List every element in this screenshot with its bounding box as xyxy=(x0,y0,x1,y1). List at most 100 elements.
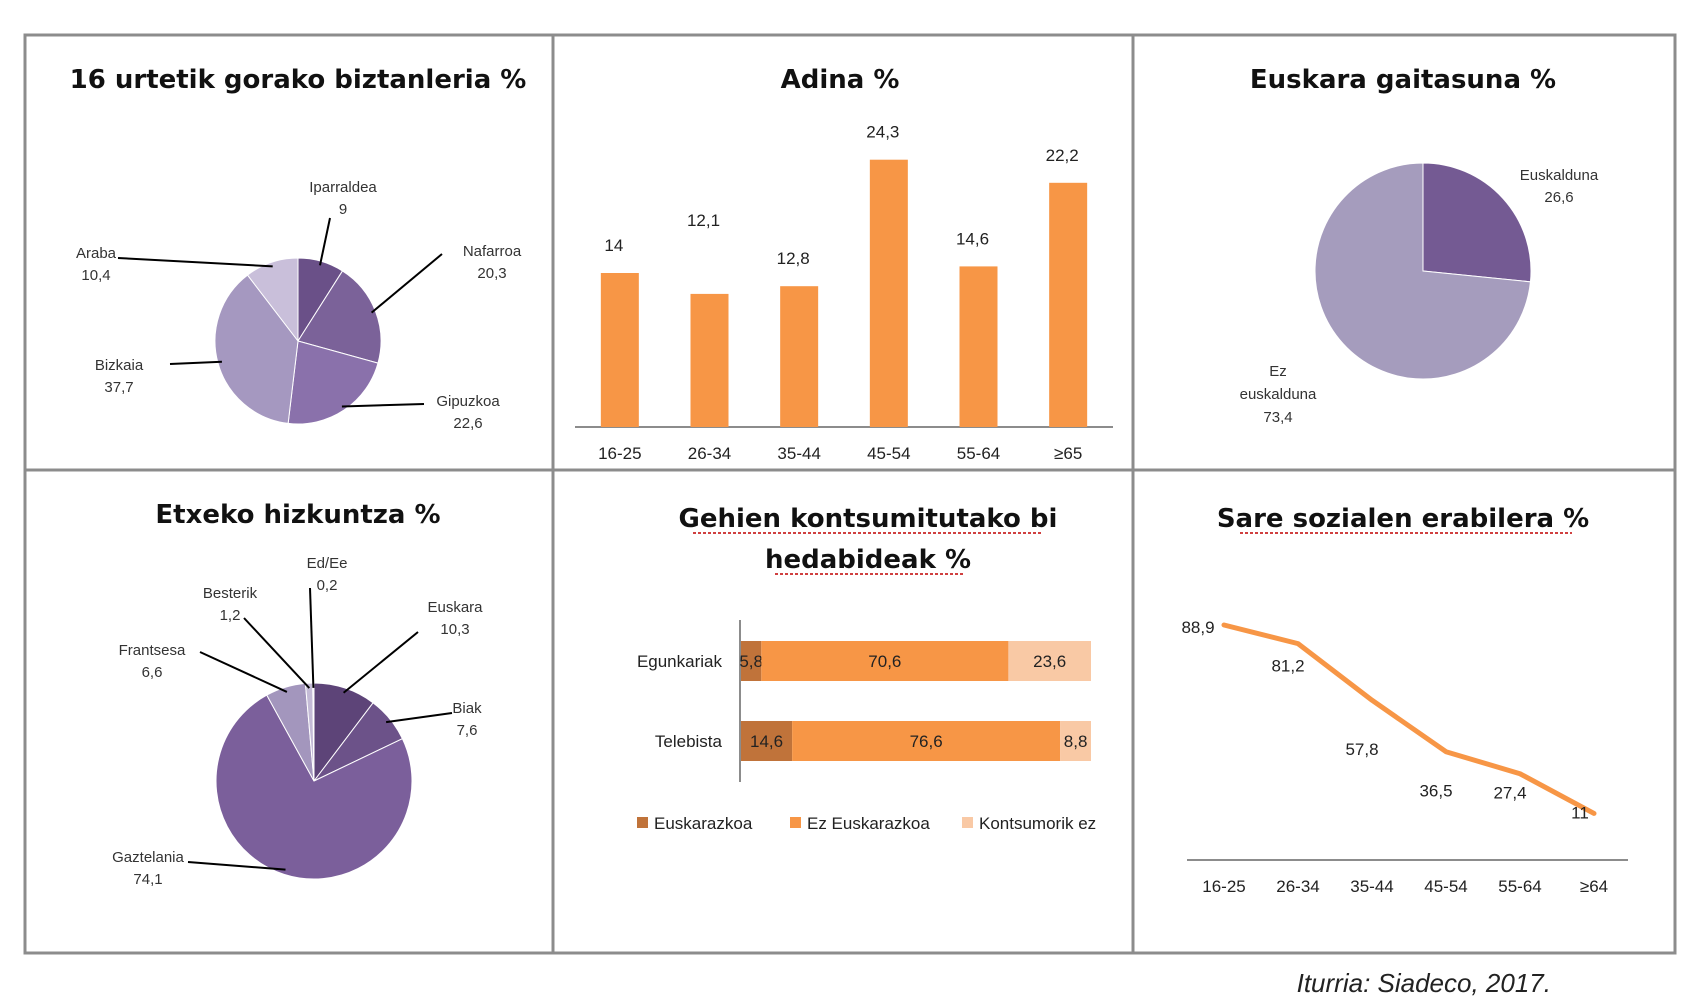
x-tick-label: 26-34 xyxy=(1276,877,1319,896)
bar-3 xyxy=(869,159,908,427)
segment-value-label: 5,8 xyxy=(739,652,763,671)
legend-swatch xyxy=(790,817,801,828)
slice-value-nafarroa: 20,3 xyxy=(477,265,506,282)
slice-value-iparraldea: 9 xyxy=(339,201,347,218)
slice-value-ed-ee: 0,2 xyxy=(317,577,338,594)
slice-label-biak: Biak xyxy=(452,700,482,717)
bar-segment xyxy=(792,721,1061,761)
slice-label-nafarroa: Nafarroa xyxy=(463,243,522,260)
chart5-title-line1: Gehien kontsumitutako bi xyxy=(679,504,1058,534)
slice-label-bizkaia: Bizkaia xyxy=(95,357,144,374)
segment-value-label: 70,6 xyxy=(868,652,901,671)
bar-4 xyxy=(959,266,998,427)
bar-0 xyxy=(600,273,639,427)
bar-value-label: 24,3 xyxy=(866,123,899,142)
bar-value-label: 12,8 xyxy=(777,249,810,268)
slice-value-besterik: 1,2 xyxy=(220,607,241,624)
x-tick-label: 16-25 xyxy=(598,444,641,463)
legend-swatch xyxy=(637,817,648,828)
x-tick-label: 16-25 xyxy=(1202,877,1245,896)
pie-slice-gaztelania xyxy=(215,694,413,880)
slice-label-frantsesa: Frantsesa xyxy=(119,642,186,659)
point-value-label: 11 xyxy=(1571,803,1589,822)
slice-value-euskara: 10,3 xyxy=(440,621,469,638)
line-chart-social-networks: 88,9 16-25 81,2 26-34 57,8 35-44 36,5 45-54 27,4… xyxy=(1181,618,1628,896)
bar-value-label: 14,6 xyxy=(956,229,989,248)
bar-value-label: 14 xyxy=(604,236,623,255)
leader-line xyxy=(341,403,425,408)
legend-label: Euskarazkoa xyxy=(654,814,753,833)
bar-segment xyxy=(761,641,1009,681)
point-value-label: 36,5 xyxy=(1419,782,1452,801)
title-underline xyxy=(693,532,1043,575)
series-line xyxy=(1221,622,1597,816)
chart5-title-line2: hedabideak % xyxy=(765,545,971,575)
slice-label-euskara: Euskara xyxy=(427,599,483,616)
legend-label: Kontsumorik ez xyxy=(979,814,1096,833)
point-value-label: 27,4 xyxy=(1493,784,1526,803)
slice-value-biak: 7,6 xyxy=(457,722,478,739)
leader-line xyxy=(169,360,222,365)
slice-value-gaztelania: 74,1 xyxy=(133,871,162,888)
bar-2 xyxy=(780,286,819,427)
chart6-title: Sare sozialen erabilera % xyxy=(1217,504,1589,534)
leader-line xyxy=(319,217,331,266)
category-label: Egunkariak xyxy=(637,652,723,671)
slice-label-gipuzkoa: Gipuzkoa xyxy=(436,393,500,410)
leader-line xyxy=(370,253,443,314)
leader-line xyxy=(342,631,419,694)
slice-value-frantsesa: 6,6 xyxy=(142,664,163,681)
chart1-title: 16 urtetik gorako biztanleria % xyxy=(70,65,527,95)
leader-line xyxy=(199,651,288,693)
pie-slice-nafarroa xyxy=(297,270,382,364)
segment-value-label: 8,8 xyxy=(1064,732,1088,751)
x-tick-label: 35-44 xyxy=(777,444,820,463)
pie-slice-ez-euskalduna xyxy=(1314,162,1531,380)
pie-chart-basque-ability: Euskaldunа 26,6 Ez euskalduna 73,4 xyxy=(1240,162,1599,426)
slice-label-gaztelania: Gaztelania xyxy=(112,849,184,866)
x-tick-label: 45-54 xyxy=(1424,877,1467,896)
slice-value-bizkaia: 37,7 xyxy=(104,379,133,396)
chart3-title: Euskara gaitasuna % xyxy=(1250,65,1556,95)
slice-label-besterik: Besterik xyxy=(203,585,258,602)
slice-value-gipuzkoa: 22,6 xyxy=(453,415,482,432)
x-tick-label: 55-64 xyxy=(957,444,1000,463)
slice-value-euskalduna: 26,6 xyxy=(1544,189,1573,206)
leader-line xyxy=(309,587,315,688)
panel-borders xyxy=(23,33,1677,955)
point-value-label: 88,9 xyxy=(1181,618,1214,637)
bar-segment xyxy=(741,641,762,681)
point-value-label: 57,8 xyxy=(1345,740,1378,759)
legend-swatch xyxy=(962,817,973,828)
x-tick-label: 26-34 xyxy=(688,444,731,463)
slice-label-ed-ee: Ed/Ee xyxy=(307,555,348,572)
slice-label-ez-euskalduna-2: euskalduna xyxy=(1240,386,1317,403)
segment-value-label: 14,6 xyxy=(750,732,783,751)
slice-label-araba: Araba xyxy=(76,245,117,262)
pie-chart-home-language: Euskara 10,3 Biak 7,6 Gaztelania 74,1 Frantses… xyxy=(112,555,483,888)
leader-line xyxy=(187,861,286,871)
bar-segment xyxy=(1008,641,1091,681)
bar-segment xyxy=(1060,721,1091,761)
chart2-title: Adina % xyxy=(781,65,900,95)
x-tick-label: ≥65 xyxy=(1054,444,1082,463)
slice-value-araba: 10,4 xyxy=(81,267,110,284)
bar-1 xyxy=(690,293,729,427)
slice-label-ez-euskalduna-1: Ez xyxy=(1269,363,1287,380)
leader-line xyxy=(117,257,273,268)
bar-value-label: 22,2 xyxy=(1046,146,1079,165)
pie-chart-population: Iparraldea 9 Nafarroa 20,3 Gipuzkoa 22,6 Bizka… xyxy=(76,179,522,432)
slice-value-ez-euskalduna: 73,4 xyxy=(1263,409,1292,426)
pie-slice-gipuzkoa xyxy=(287,340,379,425)
pie-slice-araba xyxy=(246,257,299,343)
pie-slice-euskalduna xyxy=(1422,162,1532,283)
stacked-bar-media: Egunkariak 5,8 70,6 23,6 Telebista 14,6 76,6 8,… xyxy=(637,620,1096,833)
segment-value-label: 76,6 xyxy=(910,732,943,751)
leader-line xyxy=(385,712,453,724)
x-tick-label: ≥64 xyxy=(1580,877,1608,896)
slice-label-iparraldea: Iparraldea xyxy=(309,179,377,196)
x-tick-label: 45-54 xyxy=(867,444,910,463)
point-value-label: 81,2 xyxy=(1271,657,1304,676)
slice-label-euskalduna: Euskaldunа xyxy=(1520,167,1599,184)
